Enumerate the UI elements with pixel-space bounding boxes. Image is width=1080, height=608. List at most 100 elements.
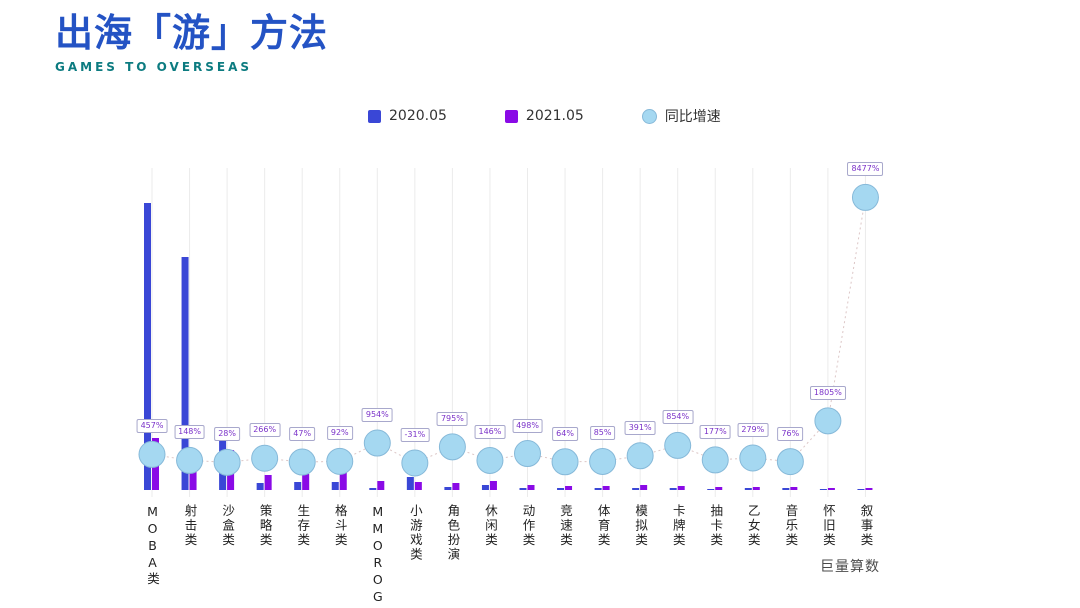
growth-label: 148% <box>174 425 205 440</box>
category-label: 怀旧类 <box>820 504 836 548</box>
category-label: 模拟类 <box>633 504 649 548</box>
growth-label: 47% <box>289 427 316 442</box>
growth-point <box>251 444 279 472</box>
bar-2020 <box>819 489 827 490</box>
growth-point <box>589 447 617 475</box>
bar-2020 <box>557 488 565 490</box>
legend-item-growth: 同比增速 <box>641 106 721 126</box>
growth-label: 954% <box>361 408 393 423</box>
bar-2021 <box>865 488 873 490</box>
growth-label: 146% <box>474 425 506 440</box>
bar-2020 <box>294 482 302 490</box>
growth-point <box>138 440 166 468</box>
category-label: 卡牌类 <box>670 504 686 548</box>
growth-label: 266% <box>249 423 281 438</box>
growth-label: 64% <box>552 426 578 441</box>
category-label: 竞速类 <box>558 504 574 548</box>
logo: 出海「游」方法 GAMES TO OVERSEAS <box>55 10 328 74</box>
growth-label: 795% <box>436 411 468 426</box>
legend-label-2020: 2020.05 <box>389 108 447 124</box>
growth-point <box>739 444 767 472</box>
category-label: MMOROG <box>370 504 386 606</box>
bar-2020 <box>594 488 602 490</box>
growth-point <box>438 433 466 461</box>
legend-item-2020: 2020.05 <box>368 108 447 124</box>
category-label: 动作类 <box>520 504 536 548</box>
bar-2021 <box>414 482 422 490</box>
category-label: 角色扮演 <box>445 504 461 562</box>
bar-2021 <box>715 487 723 490</box>
bar-2021 <box>452 483 460 490</box>
category-label: 体育类 <box>595 504 611 548</box>
bar-2020 <box>744 488 752 490</box>
source-label: 巨量算数 <box>820 559 880 575</box>
growth-label: 1805% <box>809 385 846 400</box>
category-label: 沙盒类 <box>220 504 236 548</box>
bar-2020 <box>857 489 865 490</box>
growth-point <box>326 447 354 475</box>
legend-label-growth: 同比增速 <box>664 109 721 125</box>
category-label: 格斗类 <box>332 504 348 548</box>
growth-label: 8477% <box>847 162 884 177</box>
growth-label: 457% <box>136 419 168 434</box>
growth-point <box>176 446 204 474</box>
growth-point <box>626 442 654 470</box>
category-label: 射击类 <box>182 504 198 548</box>
growth-point <box>213 448 241 476</box>
bar-2021 <box>790 487 798 490</box>
legend-item-2021: 2021.05 <box>504 108 584 124</box>
growth-point <box>551 448 579 476</box>
bar-2020 <box>256 483 264 490</box>
growth-label: 498% <box>512 418 543 433</box>
bar-2021 <box>640 485 648 490</box>
category-label: 音乐类 <box>783 504 799 548</box>
growth-label: 76% <box>777 426 804 441</box>
bar-2020 <box>481 485 489 490</box>
bar-2021 <box>339 472 347 490</box>
bar-2020 <box>406 477 414 490</box>
legend-swatch-2020 <box>368 109 381 123</box>
growth-label: 92% <box>326 426 353 441</box>
bar-2021 <box>827 488 835 490</box>
bar-2021 <box>489 481 497 490</box>
growth-point <box>476 446 504 474</box>
category-label: 抽卡类 <box>708 504 724 548</box>
bar-2021 <box>602 486 610 490</box>
category-label: MOBA类 <box>145 504 160 587</box>
growth-point <box>363 429 391 457</box>
legend-swatch-2021 <box>504 109 518 123</box>
growth-label: 279% <box>737 423 769 437</box>
growth-point <box>514 440 541 468</box>
bar-2021 <box>527 485 535 490</box>
chart-legend: 2020.05 2021.05 同比增速 <box>368 106 721 126</box>
growth-label: 85% <box>589 426 616 441</box>
logo-subtitle: GAMES TO OVERSEAS <box>55 59 253 74</box>
bar-2021 <box>677 486 685 490</box>
category-label: 休闲类 <box>482 504 498 548</box>
growth-label: 854% <box>662 410 694 425</box>
bar-2020 <box>707 489 715 490</box>
growth-point <box>776 448 804 476</box>
category-label: 叙事类 <box>858 504 874 548</box>
growth-point <box>664 431 692 459</box>
bar-2020 <box>181 257 189 490</box>
growth-point <box>288 448 316 476</box>
bar-2020 <box>444 487 452 490</box>
growth-label: 177% <box>699 424 731 439</box>
logo-title: 出海「游」方法 <box>55 11 329 55</box>
bar-2020 <box>519 488 527 490</box>
bar-2021 <box>377 481 385 490</box>
bar-2020 <box>144 203 151 490</box>
bar-2020 <box>369 488 377 490</box>
bar-2021 <box>752 487 760 490</box>
category-label: 乙女类 <box>745 504 761 548</box>
growth-point <box>401 449 429 477</box>
category-label: 策略类 <box>257 504 273 548</box>
growth-point <box>814 407 842 435</box>
growth-point <box>851 183 879 211</box>
category-label: 生存类 <box>295 504 311 548</box>
bar-2021 <box>302 474 310 490</box>
